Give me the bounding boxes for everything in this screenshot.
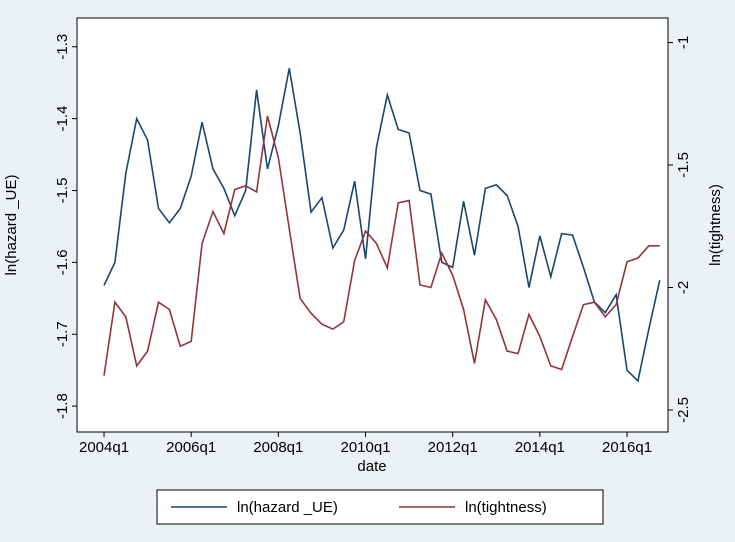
x-tick-label: 2008q1 <box>253 439 303 456</box>
y-tick-label: -1.3 <box>54 34 71 60</box>
series-line <box>103 68 661 383</box>
y-tick-label: -1.5 <box>54 178 71 204</box>
y-axis-title: ln(hazard _UE) <box>3 175 20 276</box>
plot-area <box>76 17 669 433</box>
x-axis-title: date <box>357 458 386 475</box>
x-tick-label: 2012q1 <box>428 439 478 456</box>
x-tick-label: 2014q1 <box>515 439 565 456</box>
y2-tick-label: -1 <box>675 36 692 49</box>
legend-label: ln(tightness) <box>465 499 547 516</box>
x-tick-label: 2004q1 <box>79 439 129 456</box>
legend-label: ln(hazard _UE) <box>237 499 338 516</box>
legend-box <box>156 489 604 525</box>
y2-tick-label: -2.5 <box>675 397 692 423</box>
series-line <box>103 115 660 376</box>
x-tick-label: 2016q1 <box>602 439 652 456</box>
y2-tick-label: -2 <box>675 281 692 294</box>
y-tick-label: -1.4 <box>54 106 71 132</box>
y2-axis-title: ln(tightness) <box>707 184 724 266</box>
y-tick-label: -1.6 <box>54 249 71 275</box>
x-tick-label: 2010q1 <box>340 439 390 456</box>
y-tick-label: -1.7 <box>54 321 71 347</box>
x-tick-label: 2006q1 <box>166 439 216 456</box>
y-tick-label: -1.8 <box>54 393 71 419</box>
y2-tick-label: -1.5 <box>675 152 692 178</box>
